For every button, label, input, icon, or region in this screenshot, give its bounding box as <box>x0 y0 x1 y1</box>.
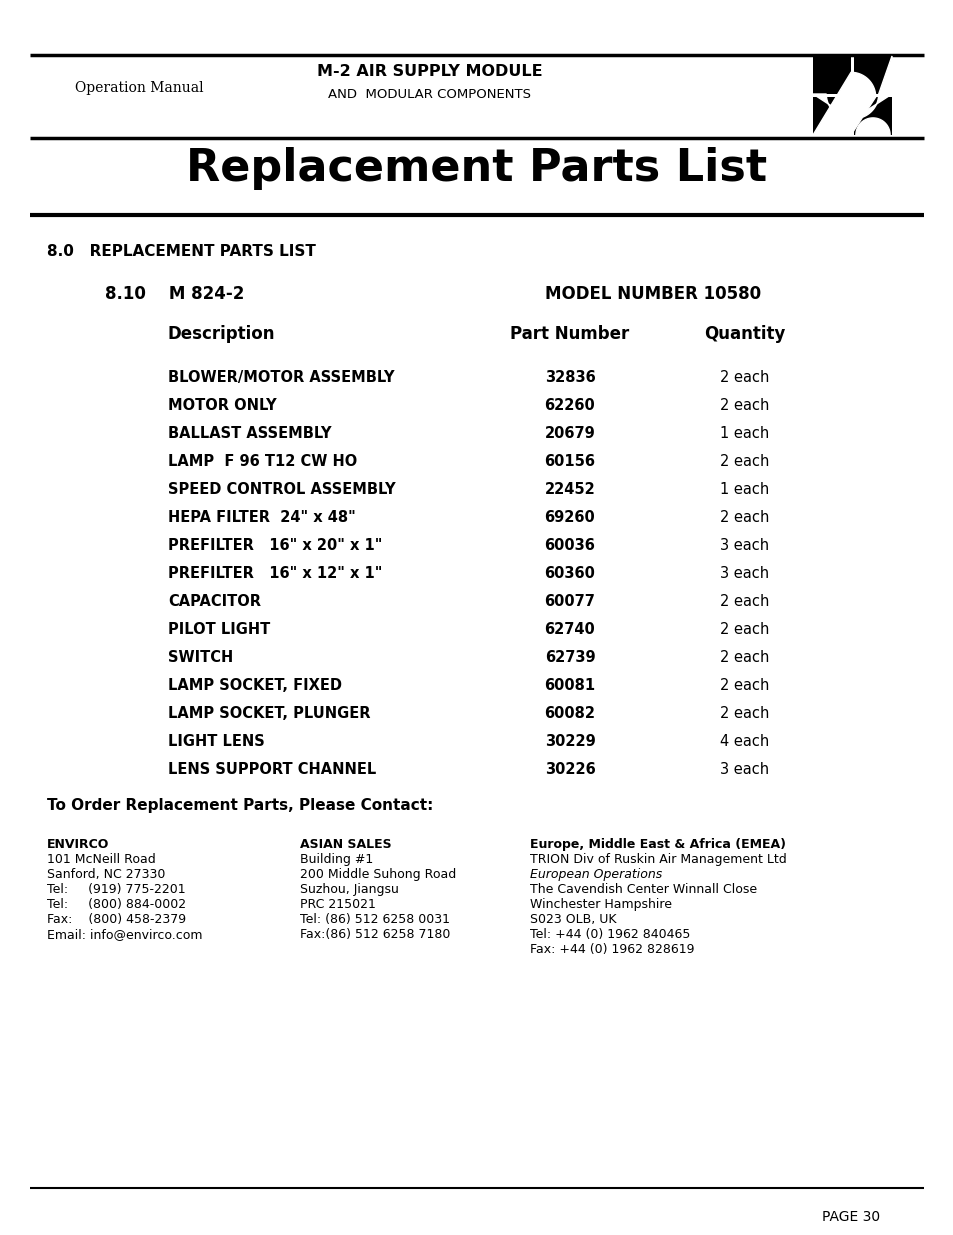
Text: HEPA FILTER  24" x 48": HEPA FILTER 24" x 48" <box>168 510 355 525</box>
Text: Part Number: Part Number <box>510 325 629 343</box>
Text: Fax:    (800) 458-2379: Fax: (800) 458-2379 <box>47 913 186 926</box>
Text: 62260: 62260 <box>544 398 595 412</box>
Text: European Operations: European Operations <box>530 868 661 881</box>
Text: 2 each: 2 each <box>720 622 769 637</box>
Text: 62740: 62740 <box>544 622 595 637</box>
Text: Description: Description <box>168 325 275 343</box>
Text: 60082: 60082 <box>544 706 595 721</box>
Text: S023 OLB, UK: S023 OLB, UK <box>530 913 616 926</box>
Text: 200 Middle Suhong Road: 200 Middle Suhong Road <box>299 868 456 881</box>
Text: LAMP SOCKET, PLUNGER: LAMP SOCKET, PLUNGER <box>168 706 370 721</box>
Text: Tel:     (800) 884-0002: Tel: (800) 884-0002 <box>47 898 186 911</box>
Text: LENS SUPPORT CHANNEL: LENS SUPPORT CHANNEL <box>168 762 375 777</box>
Text: Suzhou, Jiangsu: Suzhou, Jiangsu <box>299 883 398 897</box>
Bar <box>853 98 891 135</box>
Text: Email: info@envirco.com: Email: info@envirco.com <box>47 927 202 941</box>
Text: 3 each: 3 each <box>720 762 769 777</box>
Text: 2 each: 2 each <box>720 370 769 385</box>
Text: To Order Replacement Parts, Please Contact:: To Order Replacement Parts, Please Conta… <box>47 798 433 813</box>
Polygon shape <box>812 94 850 119</box>
Text: 8.10    M 824-2: 8.10 M 824-2 <box>105 285 244 303</box>
Text: 30229: 30229 <box>544 734 595 748</box>
Text: TRION Div of Ruskin Air Management Ltd: TRION Div of Ruskin Air Management Ltd <box>530 853 786 866</box>
Text: Sanford, NC 27330: Sanford, NC 27330 <box>47 868 165 881</box>
Text: Fax:(86) 512 6258 7180: Fax:(86) 512 6258 7180 <box>299 927 450 941</box>
Text: 2 each: 2 each <box>720 650 769 664</box>
Text: Operation Manual: Operation Manual <box>75 82 203 95</box>
Text: 2 each: 2 each <box>720 594 769 609</box>
Text: 1 each: 1 each <box>720 482 769 496</box>
Text: 101 McNeill Road: 101 McNeill Road <box>47 853 155 866</box>
Text: 3 each: 3 each <box>720 566 769 580</box>
Text: ENVIRCO: ENVIRCO <box>47 839 110 851</box>
Text: Europe, Middle East & Africa (EMEA): Europe, Middle East & Africa (EMEA) <box>530 839 785 851</box>
Text: Fax: +44 (0) 1962 828619: Fax: +44 (0) 1962 828619 <box>530 944 694 956</box>
Text: 2 each: 2 each <box>720 706 769 721</box>
Text: 60360: 60360 <box>544 566 595 580</box>
Text: 2 each: 2 each <box>720 398 769 412</box>
Text: 32836: 32836 <box>544 370 595 385</box>
Text: LAMP  F 96 T12 CW HO: LAMP F 96 T12 CW HO <box>168 454 356 469</box>
Text: 60077: 60077 <box>544 594 595 609</box>
Text: AND  MODULAR COMPONENTS: AND MODULAR COMPONENTS <box>328 88 531 100</box>
Text: 4 each: 4 each <box>720 734 769 748</box>
Text: Tel:     (919) 775-2201: Tel: (919) 775-2201 <box>47 883 186 897</box>
Text: 22452: 22452 <box>544 482 595 496</box>
Text: MODEL NUMBER 10580: MODEL NUMBER 10580 <box>544 285 760 303</box>
Text: PREFILTER   16" x 20" x 1": PREFILTER 16" x 20" x 1" <box>168 538 382 553</box>
Text: PAGE 30: PAGE 30 <box>821 1210 879 1224</box>
Bar <box>812 56 850 94</box>
Text: 2 each: 2 each <box>720 454 769 469</box>
Text: SPEED CONTROL ASSEMBLY: SPEED CONTROL ASSEMBLY <box>168 482 395 496</box>
Text: 60036: 60036 <box>544 538 595 553</box>
Text: Tel: (86) 512 6258 0031: Tel: (86) 512 6258 0031 <box>299 913 450 926</box>
Text: Winchester Hampshire: Winchester Hampshire <box>530 898 671 911</box>
Text: 69260: 69260 <box>544 510 595 525</box>
Text: 30226: 30226 <box>544 762 595 777</box>
Polygon shape <box>853 56 891 119</box>
Bar <box>812 98 850 135</box>
Text: BLOWER/MOTOR ASSEMBLY: BLOWER/MOTOR ASSEMBLY <box>168 370 395 385</box>
Text: MOTOR ONLY: MOTOR ONLY <box>168 398 276 412</box>
Text: 62739: 62739 <box>544 650 595 664</box>
Text: SWITCH: SWITCH <box>168 650 233 664</box>
Text: Quantity: Quantity <box>703 325 785 343</box>
Text: ASIAN SALES: ASIAN SALES <box>299 839 392 851</box>
Text: 1 each: 1 each <box>720 426 769 441</box>
Text: 3 each: 3 each <box>720 538 769 553</box>
Text: PILOT LIGHT: PILOT LIGHT <box>168 622 270 637</box>
Text: BALLAST ASSEMBLY: BALLAST ASSEMBLY <box>168 426 331 441</box>
Text: 2 each: 2 each <box>720 678 769 693</box>
Text: LAMP SOCKET, FIXED: LAMP SOCKET, FIXED <box>168 678 341 693</box>
Text: Tel: +44 (0) 1962 840465: Tel: +44 (0) 1962 840465 <box>530 927 690 941</box>
Text: CAPACITOR: CAPACITOR <box>168 594 261 609</box>
Text: Building #1: Building #1 <box>299 853 373 866</box>
Polygon shape <box>812 73 875 135</box>
Polygon shape <box>855 117 889 135</box>
Bar <box>853 56 891 94</box>
Text: 60156: 60156 <box>544 454 595 469</box>
Text: The Cavendish Center Winnall Close: The Cavendish Center Winnall Close <box>530 883 757 897</box>
Text: M-2 AIR SUPPLY MODULE: M-2 AIR SUPPLY MODULE <box>316 64 542 79</box>
Text: Replacement Parts List: Replacement Parts List <box>186 147 767 189</box>
Text: 60081: 60081 <box>544 678 595 693</box>
Text: PRC 215021: PRC 215021 <box>299 898 375 911</box>
Text: LIGHT LENS: LIGHT LENS <box>168 734 265 748</box>
Text: 20679: 20679 <box>544 426 595 441</box>
Text: 2 each: 2 each <box>720 510 769 525</box>
Text: 8.0   REPLACEMENT PARTS LIST: 8.0 REPLACEMENT PARTS LIST <box>47 245 315 259</box>
Text: PREFILTER   16" x 12" x 1": PREFILTER 16" x 12" x 1" <box>168 566 382 580</box>
